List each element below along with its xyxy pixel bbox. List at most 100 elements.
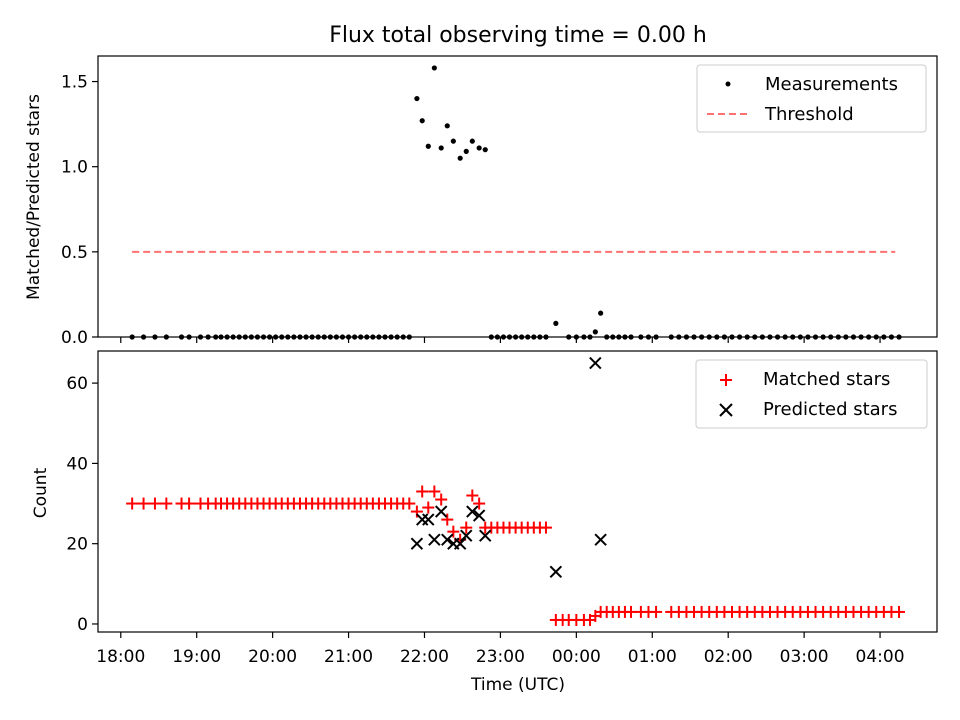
matched-star-point — [650, 605, 663, 618]
top-x-ticks — [120, 337, 881, 343]
measurement-point — [358, 334, 364, 340]
predicted-star-stroke-b — [466, 505, 479, 518]
bottom-y-tick-label: 20 — [66, 535, 88, 555]
measurement-point — [888, 334, 895, 340]
measurement-point — [394, 334, 400, 340]
measurement-point — [333, 334, 340, 340]
predicted-star-point — [428, 533, 441, 546]
measurement-point — [406, 334, 412, 340]
measurement-point — [163, 334, 169, 340]
measurement-point — [820, 334, 826, 340]
measurement-point — [843, 334, 849, 340]
measurement-point — [457, 155, 463, 161]
measurement-point — [628, 334, 634, 340]
measurement-point — [419, 118, 425, 124]
bottom-marks — [126, 356, 906, 626]
predicted-star-stroke-b — [549, 565, 563, 578]
x-tick-label: 04:00 — [856, 647, 905, 667]
x-tick-label: 22:00 — [400, 647, 449, 667]
measurement-point — [309, 334, 315, 340]
bottom-plot-area — [97, 350, 938, 633]
measurement-point — [767, 334, 773, 340]
bottom-y-axis: 0 20 40 60 — [66, 374, 98, 635]
legend-predicted-label: Predicted stars — [763, 399, 897, 420]
measurement-point — [598, 310, 604, 316]
measurement-point — [752, 334, 758, 340]
predicted-star-stroke-b — [422, 513, 435, 526]
measurement-point — [537, 334, 543, 340]
measurement-point — [197, 334, 204, 340]
top-panel: Flux total observing time = 0.00 h 0.00.… — [24, 23, 938, 348]
predicted-star-stroke-b — [428, 533, 441, 546]
matched-star-point — [539, 521, 552, 534]
measurement-point — [513, 334, 519, 340]
top-legend: Measurements Threshold — [696, 64, 927, 133]
x-tick-label: 20:00 — [248, 647, 297, 667]
measurement-point — [790, 334, 796, 340]
measurement-point — [425, 143, 431, 149]
matched-star-point — [183, 497, 196, 510]
measurement-point — [266, 334, 273, 340]
legend-predicted-marker — [719, 403, 733, 417]
measurement-point — [438, 145, 444, 151]
matched-star-point — [447, 525, 460, 538]
measurement-point — [759, 334, 765, 340]
bottom-y-tick-label: 0 — [77, 615, 88, 635]
measurement-point — [414, 95, 420, 102]
matched-star-point — [466, 489, 479, 502]
measurement-point — [242, 334, 248, 340]
measurement-point — [610, 334, 616, 340]
measurement-point — [230, 334, 236, 340]
measurement-point — [382, 334, 388, 340]
predicted-star-stroke-b — [460, 529, 473, 542]
x-tick-label: 23:00 — [476, 647, 525, 667]
measurement-point — [519, 334, 525, 340]
measurement-point — [431, 65, 437, 71]
measurement-point — [744, 334, 750, 340]
legend-matched-label: Matched stars — [763, 369, 890, 390]
top-y-tick-label: 1.5 — [61, 73, 88, 93]
measurement-point — [327, 334, 333, 340]
measurement-point — [645, 334, 652, 340]
measurement-point — [653, 334, 659, 340]
bottom-x-axis: 18:00 19:00 20:00 21:00 22:00 23:00 00:00 01:00… — [96, 632, 905, 667]
measurement-point — [178, 334, 185, 340]
measurement-point — [812, 334, 819, 340]
measurement-point — [285, 334, 291, 340]
measurement-point — [881, 334, 887, 340]
top-y-axis: 0.0 0.5 1.0 1.5 — [61, 73, 98, 348]
bottom-legend-box — [695, 359, 928, 429]
measurement-point — [500, 334, 507, 340]
predicted-star-point — [594, 533, 607, 546]
measurement-point — [714, 334, 720, 340]
bottom-y-tick-label: 40 — [66, 454, 88, 474]
measurement-point — [896, 334, 902, 340]
measurement-point — [525, 334, 531, 340]
measurement-point — [303, 334, 309, 340]
x-tick-label: 02:00 — [704, 647, 753, 667]
measurement-point — [260, 334, 267, 340]
measurement-point — [774, 334, 781, 340]
measurement-point — [224, 334, 230, 340]
measurement-point — [691, 334, 697, 340]
predicted-star-point — [466, 505, 479, 518]
predicted-star-stroke-b — [410, 537, 424, 550]
predicted-star-stroke-b — [453, 537, 467, 550]
measurement-point — [604, 334, 610, 340]
measurement-point — [444, 123, 450, 129]
measurement-point — [858, 334, 864, 340]
matched-star-point — [160, 497, 173, 510]
measurement-point — [218, 334, 224, 340]
predicted-star-point — [479, 529, 492, 542]
x-tick-label: 21:00 — [324, 647, 373, 667]
bottom-y-axis-label: Count — [31, 467, 51, 518]
predicted-star-stroke-b — [594, 533, 607, 546]
measurement-point — [469, 138, 475, 144]
matched-star-point — [126, 497, 139, 510]
measurement-point — [370, 334, 376, 340]
measurement-point — [566, 334, 572, 340]
predicted-star-point — [589, 356, 602, 370]
measurement-point — [129, 334, 135, 340]
predicted-star-point — [422, 513, 435, 526]
measurement-point — [476, 145, 482, 151]
